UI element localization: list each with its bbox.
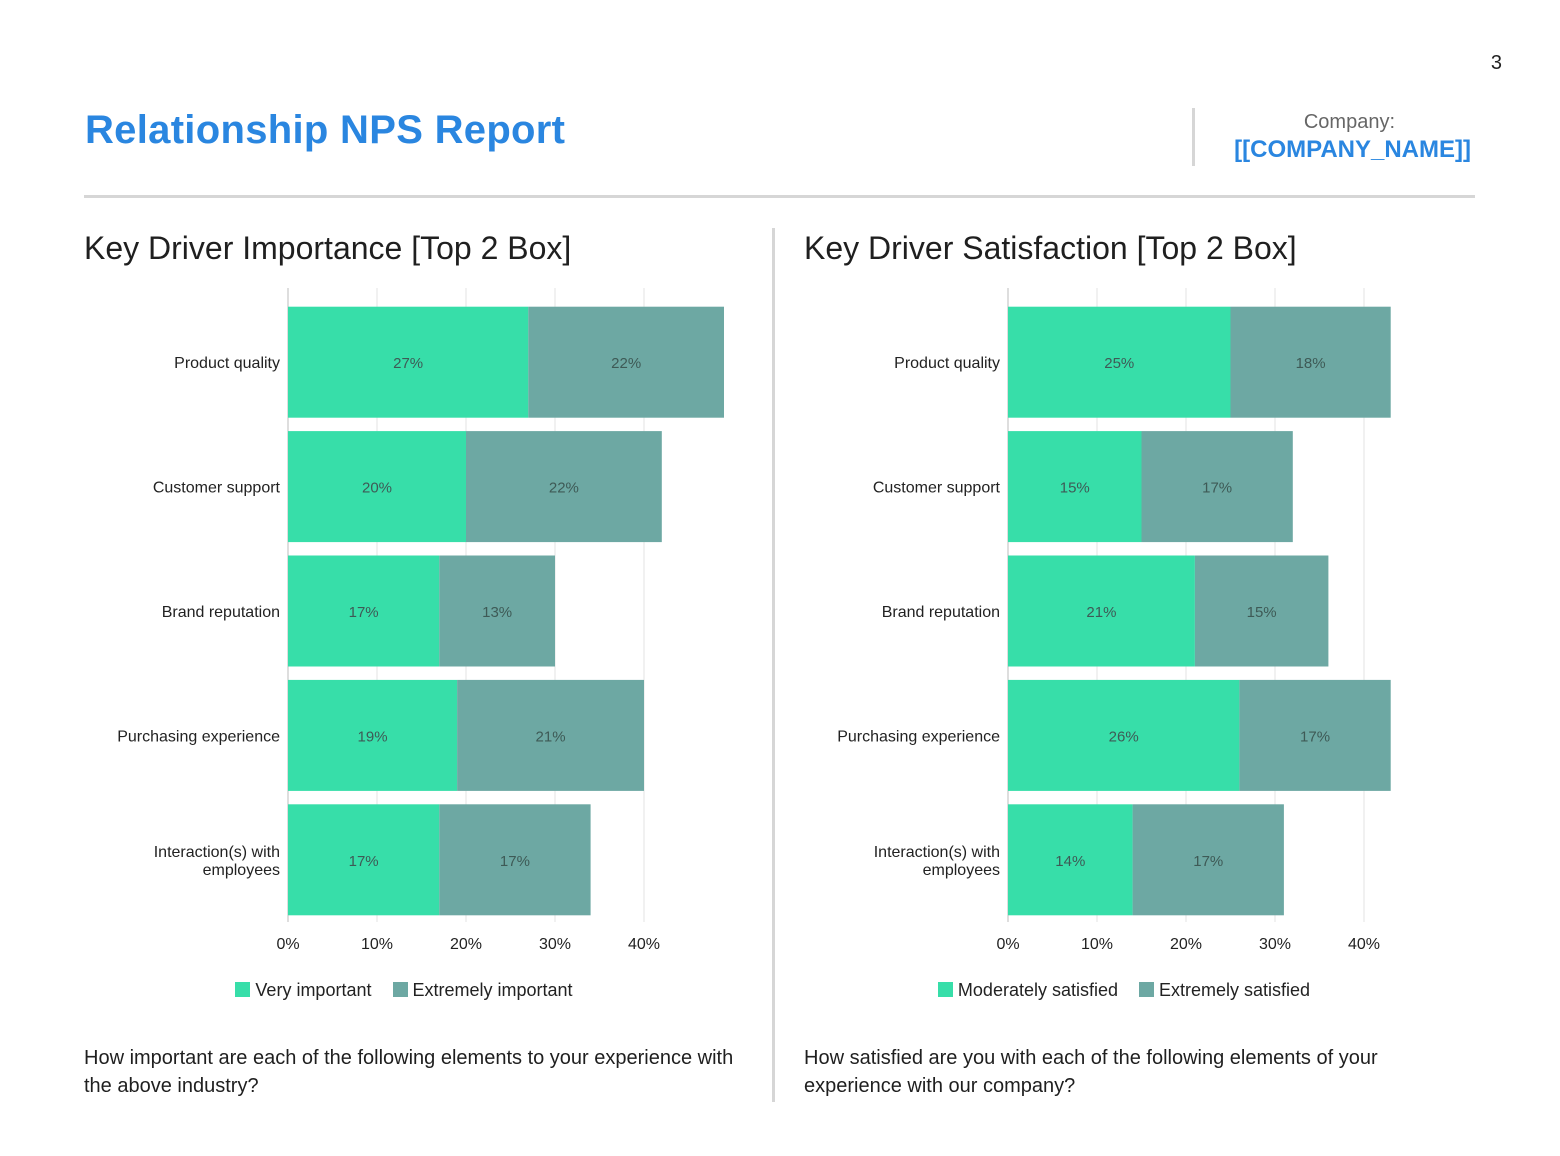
page-number: 3 [1490,52,1502,74]
bar-extremely-important-brand-reputation [439,555,555,667]
bar-extremely-satisfied-customer-support [1141,431,1293,543]
data-label: 17% [349,604,379,621]
x-tick-label: 0% [996,936,1019,953]
importance-chart: 27% 22% Product quality 20% 22% Customer supp… [117,288,724,953]
satisfaction-panel: Key Driver Satisfaction [Top 2 Box] 25% 1… [804,228,1484,1108]
bar-moderately-satisfied-brand-reputation [1008,555,1195,667]
legend-swatch-extremely-important [392,982,408,997]
legend-label: Moderately satisfied [957,980,1118,1000]
satisfaction-legend: Moderately satisfied Extremely satisfied [804,980,1444,1001]
data-label: 18% [1296,355,1326,372]
legend-item-extremely-satisfied: Extremely satisfied [1139,980,1310,1001]
category-label: Product quality [894,355,1000,372]
company-block: Company: [[COMPANY_NAME]] [1192,108,1471,166]
legend-swatch-extremely-satisfied [1139,982,1155,997]
data-label: 27% [393,355,423,372]
bar-very-important-customer-support [288,431,466,543]
data-label: 19% [358,728,388,745]
bar-very-important-interaction-s-with-employees [288,804,440,916]
data-label: 21% [1086,604,1116,621]
legend-label: Extremely important [412,980,573,1000]
bar-extremely-satisfied-brand-reputation [1194,555,1329,667]
bar-extremely-important-interaction-s-with-employees [439,804,591,916]
data-label: 25% [1104,355,1134,372]
legend-label: Extremely satisfied [1159,980,1311,1000]
report-title: Relationship NPS Report [85,108,566,152]
bar-very-important-brand-reputation [288,555,440,667]
importance-legend: Very important Extremely important [84,980,724,1001]
data-label: 26% [1109,728,1139,745]
satisfaction-chart: 25% 18% Product quality 15% 17% Customer supp… [837,288,1391,953]
bar-extremely-satisfied-product-quality [1230,306,1391,418]
legend-item-extremely-important: Extremely important [392,980,573,1001]
x-tick-label: 0% [276,936,299,953]
category-label: Brand reputation [162,604,280,621]
data-label: 17% [500,853,530,870]
bar-very-important-purchasing-experience [288,679,458,791]
legend-label: Very important [255,980,372,1000]
category-label: Brand reputation [882,604,1000,621]
category-label: Purchasing experience [117,728,280,745]
data-label: 15% [1060,480,1090,497]
importance-question: How important are each of the following … [84,1047,734,1097]
data-label: 22% [549,480,579,497]
data-label: 21% [536,728,566,745]
x-tick-label: 10% [1081,936,1113,953]
legend-item-moderately-satisfied: Moderately satisfied [937,980,1118,1001]
importance-chart-title: Key Driver Importance [Top 2 Box] [84,230,572,266]
data-label: 17% [1193,853,1223,870]
bar-extremely-important-product-quality [528,306,724,418]
company-label: Company: [1303,111,1395,133]
category-label: employees [923,862,1000,879]
bar-extremely-important-customer-support [466,431,662,543]
x-tick-label: 30% [539,936,571,953]
bar-very-important-product-quality [288,306,529,418]
x-tick-label: 40% [1348,936,1380,953]
category-label: Product quality [174,355,280,372]
satisfaction-chart-title: Key Driver Satisfaction [Top 2 Box] [804,230,1297,266]
x-tick-label: 20% [1170,936,1202,953]
bar-extremely-satisfied-interaction-s-with-employees [1132,804,1284,916]
bar-moderately-satisfied-interaction-s-with-employees [1008,804,1133,916]
x-tick-label: 30% [1259,936,1291,953]
bar-moderately-satisfied-purchasing-experience [1008,679,1240,791]
category-label: Customer support [873,480,1001,497]
data-label: 13% [482,604,512,621]
data-label: 17% [349,853,379,870]
category-label: employees [203,862,280,879]
category-label: Customer support [153,480,281,497]
legend-swatch-moderately-satisfied [937,982,953,997]
satisfaction-question: How satisfied are you with each of the f… [804,1047,1378,1097]
legend-item-very-important: Very important [235,980,371,1001]
x-tick-label: 40% [628,936,660,953]
bar-moderately-satisfied-customer-support [1008,431,1142,543]
x-tick-label: 20% [450,936,482,953]
legend-swatch-very-important [235,982,251,997]
x-tick-label: 10% [361,936,393,953]
data-label: 20% [362,480,392,497]
data-label: 15% [1247,604,1277,621]
data-label: 17% [1202,480,1232,497]
bar-moderately-satisfied-product-quality [1008,306,1231,418]
column-divider [772,228,775,1102]
header-divider [84,195,1475,198]
data-label: 22% [611,355,641,372]
bar-extremely-important-purchasing-experience [457,679,644,791]
bar-extremely-satisfied-purchasing-experience [1239,679,1391,791]
data-label: 17% [1300,728,1330,745]
company-name: [[COMPANY_NAME]] [1234,136,1471,163]
importance-panel: Key Driver Importance [Top 2 Box] 27% 22%… [84,228,764,1108]
data-label: 14% [1055,853,1085,870]
category-label: Purchasing experience [837,728,1000,745]
category-label: Interaction(s) with [874,844,1000,861]
category-label: Interaction(s) with [154,844,280,861]
